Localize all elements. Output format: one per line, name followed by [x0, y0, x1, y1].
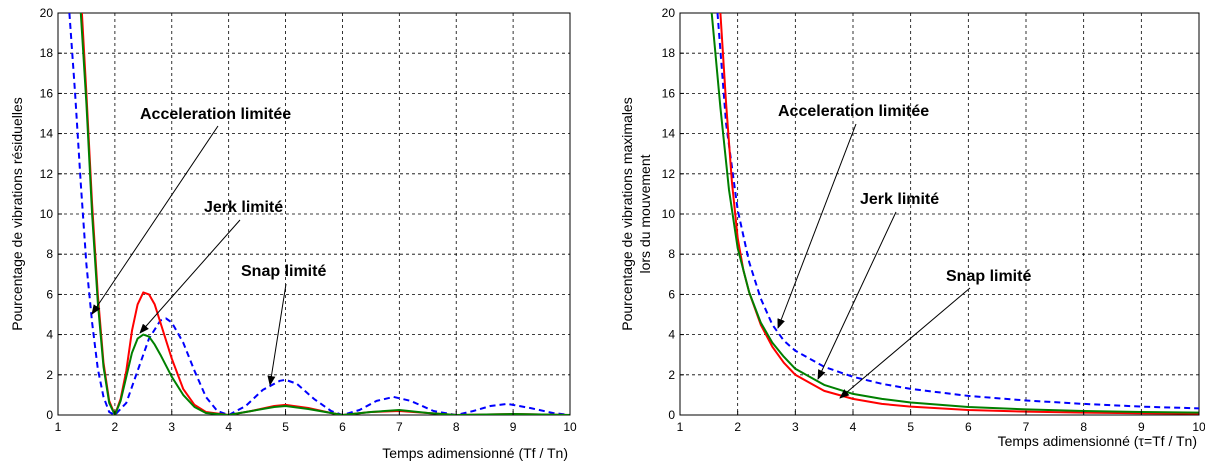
x-tick-label: 6 — [339, 420, 346, 434]
y-tick-label: 18 — [662, 46, 676, 60]
series-line-0 — [68, 13, 570, 415]
series-line-2 — [79, 13, 570, 415]
y-tick-label: 12 — [662, 167, 676, 181]
series-line-2 — [710, 13, 1199, 414]
x-tick-label: 7 — [1023, 420, 1030, 434]
annotation-snap: Snap limité — [241, 263, 326, 280]
arrow-acceleration — [91, 125, 219, 315]
x-tick-label: 2 — [734, 420, 741, 434]
annotation-jerk: Jerk limité — [204, 199, 283, 216]
x-tick-label: 5 — [907, 420, 914, 434]
y-tick-label: 14 — [662, 127, 676, 141]
y-tick-label: 14 — [40, 127, 54, 141]
x-tick-label: 7 — [396, 420, 403, 434]
y-tick-label: 12 — [40, 167, 54, 181]
x-tick-label: 9 — [510, 420, 517, 434]
x-axis-label: Temps adimensionné (Tf / Tn) — [382, 445, 568, 461]
y-tick-label: 6 — [668, 287, 675, 301]
y-axis-label: Pourcentage de vibrations résiduelles — [9, 97, 25, 330]
x-tick-label: 10 — [1192, 420, 1205, 434]
y-axis-label: Pourcentage de vibrations maximales — [619, 97, 635, 330]
x-tick-label: 3 — [168, 420, 175, 434]
x-tick-label: 9 — [1138, 420, 1145, 434]
x-tick-label: 4 — [225, 420, 232, 434]
y-tick-label: 20 — [40, 6, 54, 20]
y-tick-label: 8 — [668, 247, 675, 261]
annotation-acceleration: Acceleration limitée — [778, 103, 929, 120]
arrow-jerk — [817, 211, 897, 380]
y-tick-label: 4 — [46, 328, 53, 342]
arrow-jerk — [139, 219, 241, 334]
x-tick-label: 10 — [563, 420, 577, 434]
x-tick-label: 1 — [677, 420, 684, 434]
x-tick-label: 3 — [792, 420, 799, 434]
x-tick-label: 8 — [1080, 420, 1087, 434]
y-tick-label: 8 — [46, 247, 53, 261]
y-tick-label: 10 — [40, 207, 54, 221]
arrow-acceleration — [777, 123, 857, 329]
y-tick-label: 18 — [40, 46, 54, 60]
y-tick-label: 6 — [46, 287, 53, 301]
annotation-jerk: Jerk limité — [860, 191, 939, 208]
annotation-snap: Snap limité — [946, 268, 1031, 285]
arrow-snap — [267, 283, 287, 386]
x-tick-label: 1 — [55, 420, 62, 434]
y-tick-label: 2 — [668, 368, 675, 382]
y-axis-label-line2: lors du mouvement — [637, 154, 653, 273]
series-line-0 — [716, 13, 1199, 410]
y-tick-label: 16 — [662, 86, 676, 100]
y-tick-label: 16 — [40, 86, 54, 100]
y-tick-label: 10 — [662, 207, 676, 221]
x-tick-label: 5 — [282, 420, 289, 434]
arrow-snap — [839, 287, 971, 399]
annotation-acceleration: Acceleration limitée — [140, 106, 291, 123]
x-tick-label: 8 — [453, 420, 460, 434]
x-tick-label: 4 — [850, 420, 857, 434]
y-tick-label: 4 — [668, 328, 675, 342]
y-tick-label: 20 — [662, 6, 676, 20]
y-tick-label: 0 — [46, 408, 53, 422]
x-tick-label: 2 — [112, 420, 119, 434]
y-tick-label: 0 — [668, 408, 675, 422]
y-tick-label: 2 — [46, 368, 53, 382]
x-axis-label: Temps adimensionné (τ=Tf / Tn) — [998, 433, 1197, 449]
plot-area — [57, 12, 571, 416]
x-tick-label: 6 — [965, 420, 972, 434]
